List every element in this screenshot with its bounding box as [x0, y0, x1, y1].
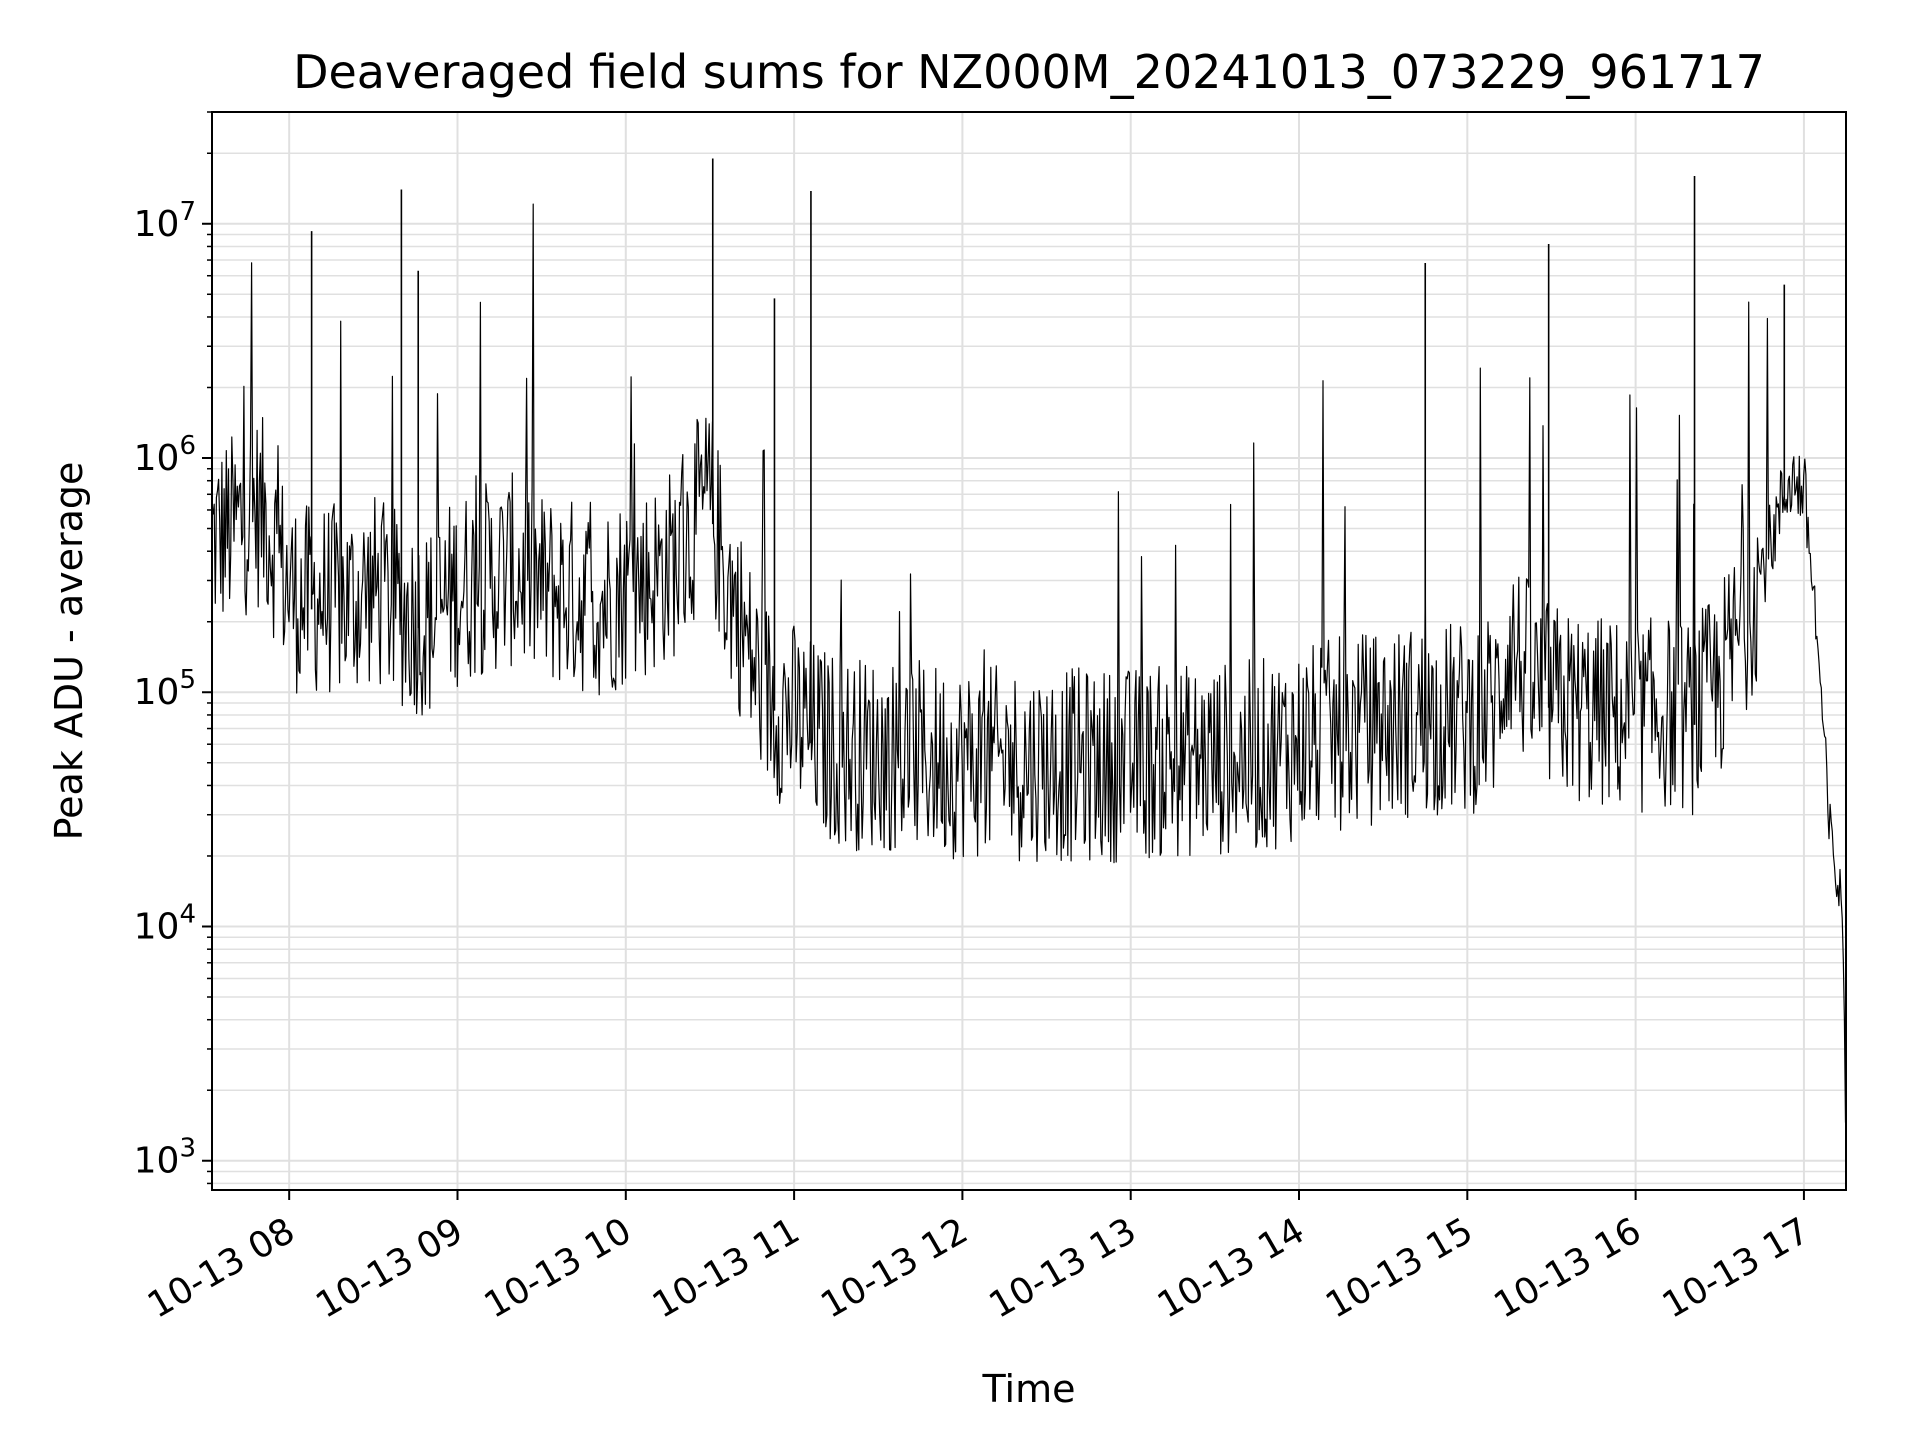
x-axis-label: Time — [982, 1367, 1076, 1411]
y-tick-label: 103 — [134, 1134, 196, 1182]
chart-title: Deaveraged field sums for NZ000M_2024101… — [293, 45, 1765, 99]
y-tick-label: 104 — [134, 899, 196, 947]
y-tick-label: 106 — [134, 431, 196, 479]
grid-lines — [212, 111, 1846, 1190]
series-layer — [212, 158, 1846, 1123]
y-axis-label: Peak ADU - average — [47, 462, 91, 841]
y-tick-label: 107 — [134, 197, 196, 245]
series-line — [212, 203, 1846, 1123]
y-tick-label: 105 — [134, 665, 196, 713]
plot-frame — [211, 111, 1847, 1191]
